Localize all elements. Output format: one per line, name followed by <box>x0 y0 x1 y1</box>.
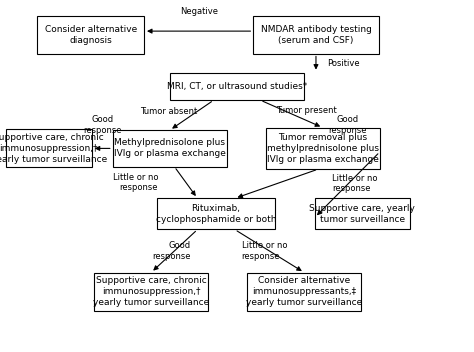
Text: Positive: Positive <box>328 58 360 68</box>
Text: NMDAR antibody testing
(serum and CSF): NMDAR antibody testing (serum and CSF) <box>261 25 372 45</box>
Text: Consider alternative
immunosuppressants,‡
yearly tumor surveillance: Consider alternative immunosuppressants,… <box>246 276 363 307</box>
Text: Tumor absent: Tumor absent <box>140 107 198 116</box>
Text: Little or no
response: Little or no response <box>112 173 158 192</box>
Text: Supportive care, chronic
immunosuppression,†
yearly tumor surveillance: Supportive care, chronic immunosuppressi… <box>93 276 209 307</box>
FancyBboxPatch shape <box>157 199 275 230</box>
Text: Rituximab,
cyclophosphamide or both: Rituximab, cyclophosphamide or both <box>156 204 276 224</box>
FancyBboxPatch shape <box>113 130 227 166</box>
FancyBboxPatch shape <box>315 199 410 230</box>
Text: Negative: Negative <box>180 7 218 15</box>
Text: Supportive care, yearly
tumor surveillance: Supportive care, yearly tumor surveillan… <box>310 204 415 224</box>
Text: Little or no
response: Little or no response <box>332 174 378 194</box>
Text: Good
response: Good response <box>83 115 121 134</box>
FancyBboxPatch shape <box>253 15 379 54</box>
Text: Supportive care, chronic
immunosuppression,†
yearly tumor surveillance: Supportive care, chronic immunosuppressi… <box>0 133 107 164</box>
Text: MRI, CT, or ultrasound studies*: MRI, CT, or ultrasound studies* <box>167 82 307 91</box>
Text: Consider alternative
diagnosis: Consider alternative diagnosis <box>45 25 137 45</box>
Text: Methylprednisolone plus
IVIg or plasma exchange: Methylprednisolone plus IVIg or plasma e… <box>114 138 226 158</box>
Text: Good
response: Good response <box>328 115 366 134</box>
FancyBboxPatch shape <box>94 272 208 310</box>
FancyBboxPatch shape <box>170 73 304 100</box>
Text: Tumor removal plus
methylprednisolone plus
IVIg or plasma exchange: Tumor removal plus methylprednisolone pl… <box>267 133 379 164</box>
Text: Good
response: Good response <box>152 241 191 261</box>
Text: Tumor present: Tumor present <box>276 106 337 115</box>
Text: Little or no
response: Little or no response <box>242 241 287 261</box>
FancyBboxPatch shape <box>247 272 361 310</box>
FancyBboxPatch shape <box>6 130 92 168</box>
FancyBboxPatch shape <box>266 128 380 169</box>
FancyBboxPatch shape <box>37 15 144 54</box>
